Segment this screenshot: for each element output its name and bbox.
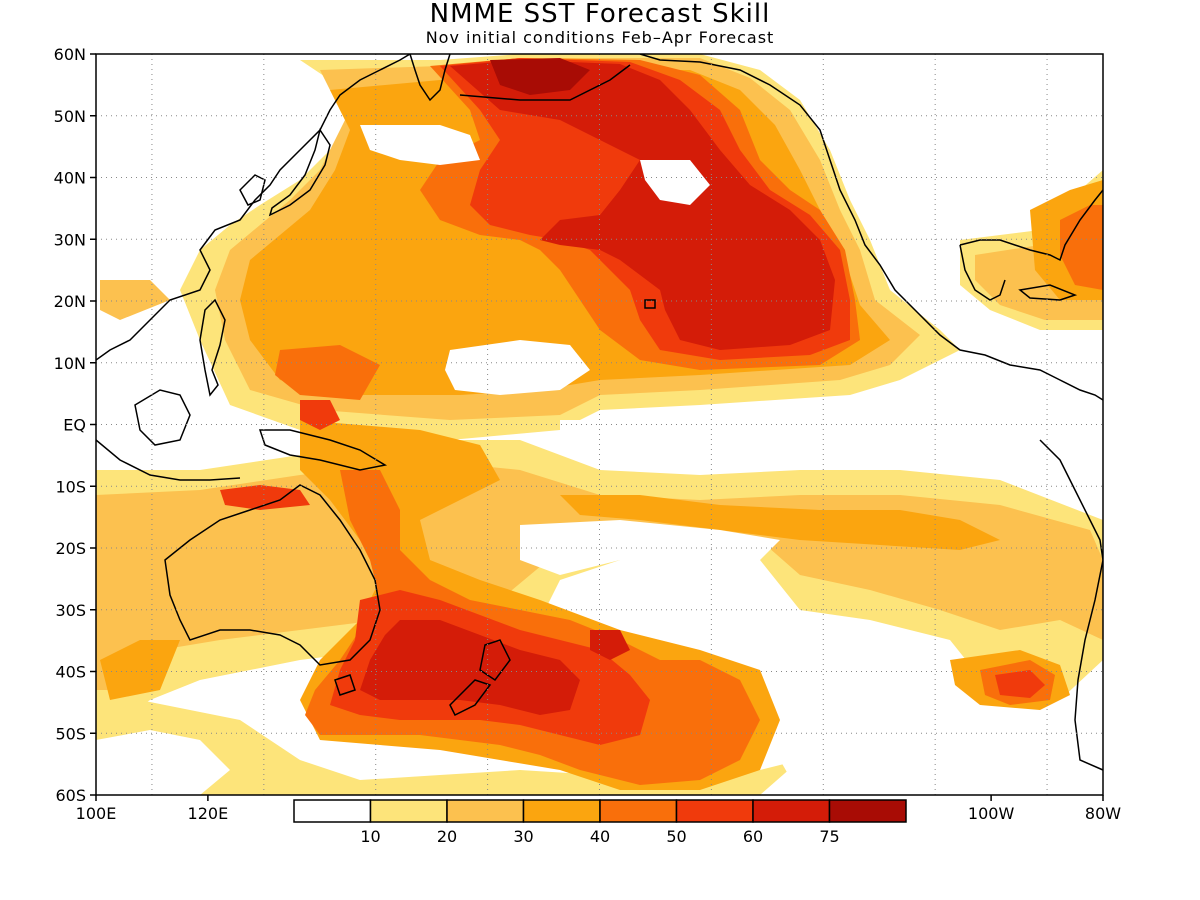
- coastlines: [96, 54, 1103, 771]
- lon-tick-label: 120E: [188, 804, 229, 823]
- legend-label: 20: [437, 827, 457, 846]
- lat-tick-label: 40N: [54, 169, 86, 188]
- longitude-axis: 100E 120E 100W 80W: [76, 795, 1121, 823]
- lat-tick-label: 30S: [55, 601, 86, 620]
- lat-tick-label: EQ: [63, 416, 86, 435]
- lat-tick-label: 10S: [55, 477, 86, 496]
- legend-label: 60: [743, 827, 763, 846]
- lat-tick-label: 50N: [54, 107, 86, 126]
- lat-tick-label: 20S: [55, 539, 86, 558]
- lat-tick-label: 20N: [54, 292, 86, 311]
- legend-swatch: [522, 799, 601, 823]
- lon-tick-label: 80W: [1085, 804, 1121, 823]
- lon-tick-label: 100E: [76, 804, 117, 823]
- legend-swatch: [446, 799, 525, 823]
- lat-tick-label: 40S: [55, 663, 86, 682]
- legend-label: 10: [360, 827, 380, 846]
- legend-swatch: [369, 799, 448, 823]
- legend-label: 30: [513, 827, 533, 846]
- latitude-axis: 60N 50N 40N 30N 20N 10N EQ 10S 20S 30S 40S 50S 60S: [54, 45, 96, 805]
- legend-label: 75: [819, 827, 839, 846]
- color-legend: 10 20 30 40 50 60 75: [293, 799, 907, 846]
- legend-swatch: [293, 799, 372, 823]
- lat-tick-label: 30N: [54, 230, 86, 249]
- lat-tick-label: 60S: [55, 786, 86, 805]
- lat-tick-label: 50S: [55, 724, 86, 743]
- skill-level-75: [490, 58, 590, 95]
- map-title: NMME SST Forecast Skill: [429, 0, 771, 29]
- legend-label: 40: [590, 827, 610, 846]
- map-subtitle: Nov initial conditions Feb–Apr Forecast: [425, 28, 775, 47]
- legend-swatch: [828, 799, 907, 823]
- lat-tick-label: 10N: [54, 354, 86, 373]
- lon-tick-label: 100W: [968, 804, 1015, 823]
- low-skill-areas: [96, 125, 1103, 795]
- lat-tick-label: 60N: [54, 45, 86, 64]
- legend-swatch: [599, 799, 678, 823]
- legend-label: 50: [666, 827, 686, 846]
- legend-swatch: [752, 799, 831, 823]
- legend-swatch: [675, 799, 754, 823]
- skill-level-60: [360, 60, 835, 715]
- map-grid: [96, 54, 1103, 795]
